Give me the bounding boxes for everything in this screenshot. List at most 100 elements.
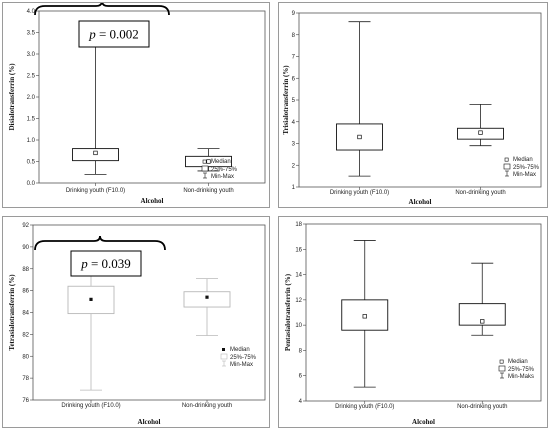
y-tick-label: 2 (292, 163, 296, 169)
median-marker (89, 297, 93, 301)
x-axis-title: Alcohol (409, 198, 432, 206)
x-category-label: Drinking youth (F10.0) (61, 403, 120, 409)
y-axis-title: Tetrasialotransferrin (%) (8, 274, 16, 351)
legend-minmax-label: Min-Max (211, 174, 234, 180)
chart-svg: 1 2 3 4 5 6 7 8 9 Trisialotransferrin (%) Alcohol D… (282, 11, 542, 206)
y-tick-label: 6 (299, 374, 303, 380)
y-tick-label: 86 (22, 289, 29, 295)
p-value-number: = 0.002 (96, 27, 139, 42)
y-tick-label: 16 (295, 247, 302, 253)
y-axis-title: Disialotransferrin (%) (8, 63, 16, 131)
y-axis-title: Pentasialotransferrin (%) (284, 273, 292, 351)
chart-svg: 4 6 8 10 12 14 16 18 Pentasialotransferrin (%) Al… (284, 222, 542, 426)
p-value-label: p = 0.039 (80, 256, 131, 271)
significance-brace (34, 235, 166, 251)
chart-svg: 0.0 0.5 1.0 1.5 2.0 2.5 3.0 3.5 4.0 Disialotransf… (8, 3, 266, 205)
legend-median-swatch (499, 359, 504, 364)
y-tick-label: 3.0 (27, 52, 36, 58)
y-tick-label: 0.0 (27, 181, 36, 187)
y-tick-label: 4 (299, 399, 303, 405)
legend-median-label: Median (508, 359, 528, 365)
y-tick-label: 12 (295, 298, 302, 304)
x-axis-title: Alcohol (138, 418, 161, 426)
y-tick-label: 80 (22, 354, 29, 360)
y-tick-label: 3 (292, 142, 296, 148)
y-tick-label: 76 (22, 398, 29, 404)
box-iqr (183, 291, 231, 308)
box-iqr (458, 303, 506, 326)
y-tick-label: 18 (295, 222, 302, 228)
p-value-number: = 0.039 (88, 256, 131, 271)
p-value-symbol: p (88, 27, 96, 42)
x-category-label: Non-drinking youth (183, 188, 233, 194)
y-tick-label: 2.0 (27, 95, 36, 101)
x-category-label: Drinking youth (F10.0) (335, 404, 394, 410)
y-tick-label: 1 (292, 185, 296, 191)
legend-box-swatch (201, 165, 209, 172)
y-tick-label: 1.0 (27, 138, 36, 144)
y-tick-label: 78 (22, 376, 29, 382)
p-value-label: p = 0.002 (88, 27, 139, 42)
x-category-label: Non-drinking youth (182, 403, 232, 409)
legend-box-swatch (498, 365, 506, 372)
legend-median-label: Median (230, 347, 250, 353)
median-marker (93, 150, 98, 156)
y-tick-label: 8 (299, 348, 303, 354)
legend-box-label: 25%-75% (513, 165, 540, 171)
legend-box-label: 25%-75% (211, 167, 238, 173)
y-tick-label: 2.5 (27, 74, 36, 80)
p-value-symbol: p (80, 256, 88, 271)
legend-median-swatch (202, 159, 207, 164)
legend-minmax-label: Min-Maks (508, 374, 534, 380)
y-axis-title: Trisialotransferrin (%) (282, 65, 290, 135)
y-tick-label: 10 (295, 323, 302, 329)
y-tick-label: 7 (292, 55, 296, 61)
chart-panel-trisialotransferrin: 1 2 3 4 5 6 7 8 9 Trisialotransferrin (%) Alcohol D… (278, 2, 548, 208)
y-tick-label: 1.5 (27, 117, 36, 123)
legend-median-swatch (222, 348, 225, 351)
legend-minmax-label: Min-Max (230, 362, 253, 368)
plot-frame (305, 223, 542, 402)
legend-box-label: 25%-75% (508, 367, 535, 373)
y-tick-label: 82 (22, 332, 29, 338)
legend-median-label: Median (513, 157, 533, 163)
median-marker (205, 295, 209, 299)
median-marker (357, 134, 362, 140)
y-tick-label: 84 (22, 311, 29, 317)
y-tick-label: 9 (292, 11, 296, 17)
chart-panel-pentasialotransferrin: 4 6 8 10 12 14 16 18 Pentasialotransferrin (%) Al… (278, 216, 548, 428)
legend-box-swatch (220, 353, 228, 360)
x-category-label: Drinking youth (F10.0) (330, 190, 389, 196)
legend-median-swatch (504, 157, 509, 162)
y-tick-label: 6 (292, 76, 296, 82)
median-marker (206, 159, 211, 164)
significance-brace (34, 3, 170, 16)
y-tick-label: 90 (22, 245, 29, 251)
x-category-label: Non-drinking youth (455, 190, 505, 196)
y-tick-label: 4.0 (27, 9, 36, 15)
x-category-label: Drinking youth (F10.0) (66, 188, 125, 194)
median-marker (478, 130, 483, 135)
y-tick-label: 8 (292, 33, 296, 39)
median-marker (480, 319, 485, 324)
y-tick-label: 3.5 (27, 31, 36, 37)
x-category-label: Non-drinking youth (457, 404, 507, 410)
y-tick-label: 5 (292, 98, 296, 104)
x-axis-title: Alcohol (412, 418, 435, 426)
median-marker (362, 314, 367, 319)
p-value-box (70, 250, 142, 277)
legend-box-label: 25%-75% (230, 355, 257, 361)
legend-median-label: Median (211, 159, 231, 165)
p-value-box (78, 20, 150, 48)
y-tick-label: 4 (292, 120, 296, 126)
y-tick-label: 14 (295, 273, 302, 279)
chart-svg: 76 78 80 82 84 86 88 90 92 Tetrasialotransferrin … (8, 223, 266, 426)
y-tick-label: 0.5 (27, 160, 36, 166)
y-tick-label: 88 (22, 267, 29, 273)
legend-box-swatch (503, 163, 511, 170)
chart-panel-disialotransferrin: 0.0 0.5 1.0 1.5 2.0 2.5 3.0 3.5 4.0 Disialotransf… (2, 2, 270, 208)
chart-panel-tetrasialotransferrin: 76 78 80 82 84 86 88 90 92 Tetrasialotransferrin … (2, 216, 270, 428)
legend-minmax-label: Min-Max (513, 172, 536, 178)
y-tick-label: 92 (22, 223, 29, 229)
x-axis-title: Alcohol (141, 197, 164, 205)
